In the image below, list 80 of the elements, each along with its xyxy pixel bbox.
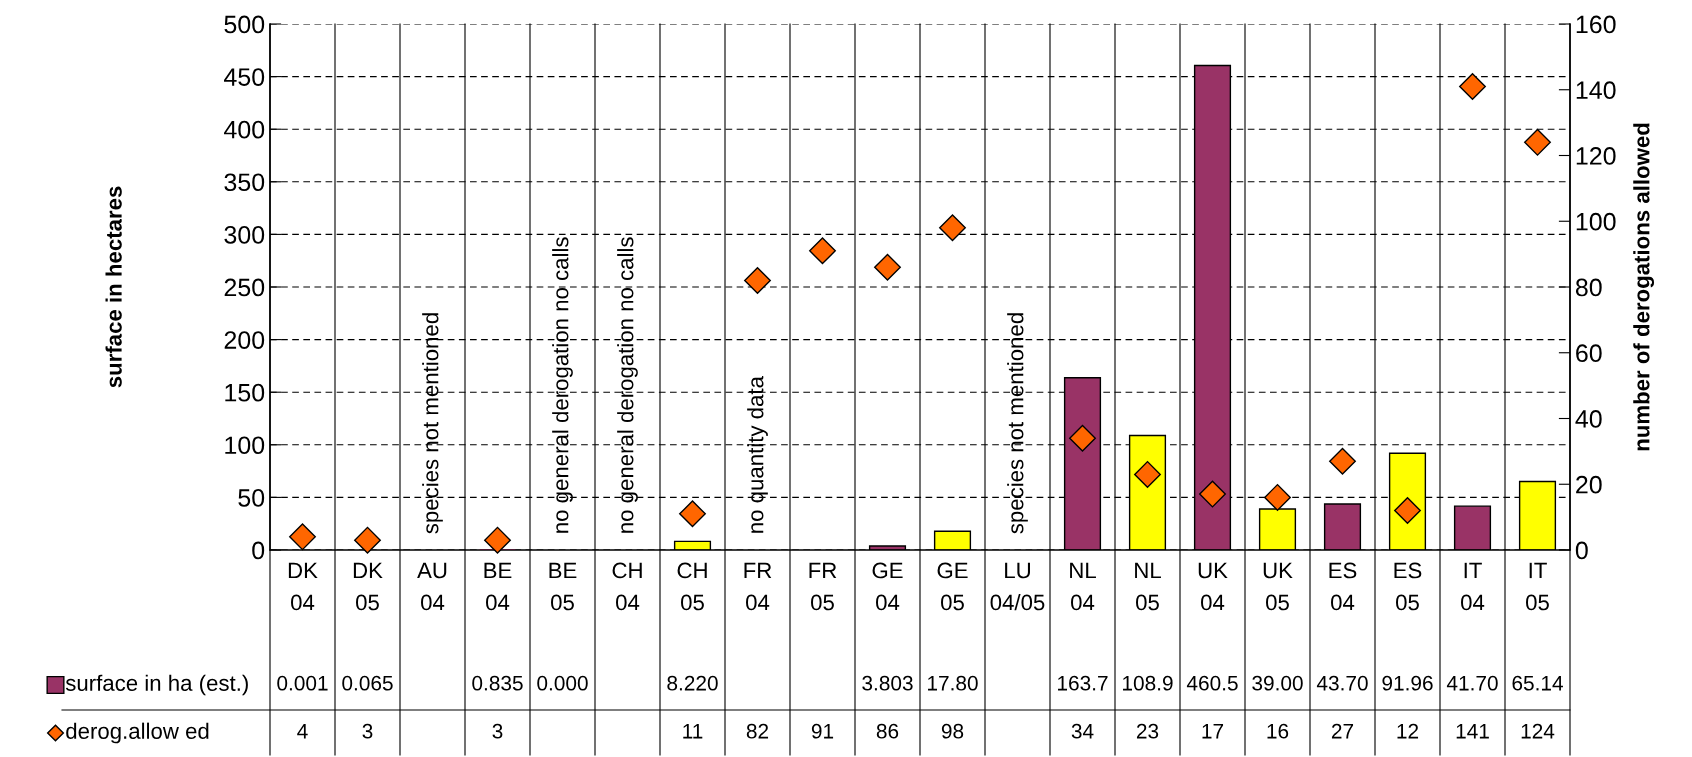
y2-tick-label: 0 — [1575, 541, 1588, 560]
data-label: 27 — [1331, 723, 1354, 739]
annotation: no general derogation no calls — [552, 237, 573, 533]
x-tick-label: LU 04/05 — [990, 562, 1045, 611]
data-label: 3.803 — [862, 675, 913, 691]
data-label: 12 — [1397, 723, 1419, 739]
x-tick-label: DK 05 — [353, 562, 383, 611]
data-label: 17.80 — [928, 675, 978, 691]
y2-tick-label: 80 — [1575, 278, 1602, 297]
annotation: species not mentioned — [1007, 313, 1028, 534]
y-tick-label: 450 — [224, 68, 265, 86]
x-tick-label: IT 05 — [1526, 562, 1549, 611]
data-label: 91 — [811, 723, 834, 739]
legend-label: surface in ha (est.) — [65, 674, 248, 696]
data-label: 43.70 — [1316, 675, 1368, 691]
annotation: no general derogation no calls — [617, 237, 638, 533]
data-label: 0.001 — [277, 675, 328, 691]
data-label: 3 — [362, 723, 373, 739]
y-tick-label: 0 — [252, 541, 265, 560]
y-tick-label: 500 — [224, 15, 265, 34]
data-label: 11 — [683, 724, 703, 739]
x-tick-label: IT 04 — [1461, 562, 1485, 611]
y-tick-label: 50 — [238, 489, 265, 507]
y2-axis-title: number of derogations allowed — [1633, 123, 1655, 451]
x-tick-label: NL 05 — [1135, 562, 1161, 611]
data-label: 0.835 — [472, 675, 523, 691]
y2-tick-label: 120 — [1576, 147, 1616, 165]
annotation: species not mentioned — [422, 313, 443, 534]
y-tick-label: 100 — [225, 436, 265, 455]
data-label: 108.9 — [1123, 675, 1173, 691]
x-tick-label: FR 04 — [744, 562, 772, 611]
data-label: 91.96 — [1382, 675, 1433, 691]
y2-tick-label: 60 — [1576, 344, 1602, 363]
data-label: 65.14 — [1512, 675, 1563, 691]
data-label: 3 — [492, 723, 503, 739]
x-tick-label: CH 05 — [677, 562, 707, 611]
y2-tick-label: 40 — [1575, 410, 1602, 428]
y2-tick-label: 20 — [1576, 475, 1602, 494]
legend-label: derog.allow ed — [66, 722, 209, 744]
data-label: 0.000 — [537, 675, 588, 691]
data-label: 141 — [1456, 724, 1489, 739]
x-tick-label: AU 04 — [417, 562, 447, 611]
data-label: 0.065 — [342, 675, 393, 691]
data-label: 39.00 — [1252, 675, 1303, 691]
y2-tick-label: 100 — [1576, 212, 1616, 231]
y-tick-label: 400 — [224, 120, 265, 139]
data-label: 23 — [1136, 723, 1159, 739]
y-tick-label: 200 — [224, 331, 265, 349]
y2-tick-label: 140 — [1576, 81, 1616, 100]
data-label: 16 — [1267, 723, 1289, 739]
x-tick-label: FR 05 — [809, 562, 837, 611]
x-tick-label: ES 04 — [1329, 562, 1357, 611]
x-tick-label: NL 04 — [1070, 562, 1096, 611]
x-tick-label: BE 05 — [549, 562, 577, 611]
y2-tick-label: 160 — [1576, 15, 1616, 34]
x-tick-label: ES 05 — [1394, 562, 1422, 611]
data-label: 460.5 — [1186, 675, 1238, 691]
data-label: 98 — [941, 723, 964, 739]
x-tick-label: GE 05 — [937, 562, 968, 611]
data-label: 163.7 — [1058, 675, 1108, 691]
x-tick-label: UK 04 — [1198, 562, 1228, 611]
data-label: 17 — [1202, 724, 1224, 739]
x-tick-label: CH 04 — [612, 562, 642, 611]
data-label: 41.70 — [1446, 675, 1498, 691]
data-label: 124 — [1521, 723, 1555, 739]
y-tick-label: 250 — [224, 278, 265, 297]
y-axis-title: surface in hectares — [105, 186, 122, 388]
x-tick-label: DK 04 — [288, 562, 318, 611]
x-tick-label: BE 04 — [484, 562, 512, 611]
data-label: 4 — [297, 724, 308, 739]
data-label: 8.220 — [667, 675, 718, 691]
y-tick-label: 350 — [224, 173, 265, 192]
y-tick-label: 150 — [225, 383, 265, 402]
x-tick-label: UK 05 — [1263, 562, 1293, 611]
x-tick-label: GE 04 — [872, 562, 903, 611]
data-label: 34 — [1071, 723, 1094, 739]
data-label: 86 — [876, 723, 899, 739]
y-tick-label: 300 — [224, 226, 265, 244]
data-label: 82 — [746, 723, 769, 739]
annotation: no quantity data — [747, 376, 768, 533]
